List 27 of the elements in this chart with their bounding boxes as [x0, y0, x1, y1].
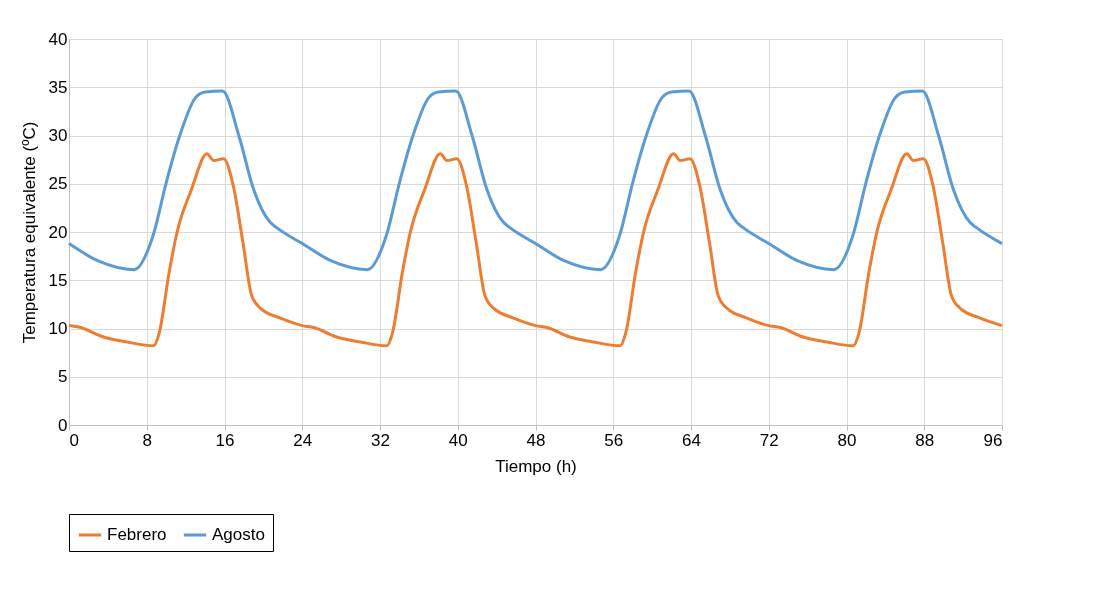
x-tick-label: 16	[215, 430, 235, 450]
line-series	[67, 152, 1004, 348]
x-tick-label: 40	[448, 430, 468, 450]
y-tick-label: 20	[48, 222, 68, 242]
x-tick-label: 96	[983, 430, 1003, 450]
y-tick-label: 0	[58, 415, 68, 435]
x-tick-label: 88	[915, 430, 935, 450]
x-tick-label: 32	[371, 430, 390, 450]
y-tick-label: 40	[48, 29, 68, 49]
x-axis-title: Tiempo (h)	[495, 456, 577, 476]
x-tick-label: 48	[526, 430, 546, 450]
x-tick-label: 8	[142, 430, 152, 450]
x-tick-label: 56	[604, 430, 624, 450]
x-tick-label: 24	[293, 430, 313, 450]
x-tick-label: 80	[837, 430, 857, 450]
x-tick-label: 72	[759, 430, 779, 450]
y-tick-label: 25	[48, 174, 68, 194]
y-tick-label: 10	[48, 319, 68, 338]
y-tick-label: 15	[48, 270, 68, 290]
y-axis-title: Temperatura equivalente (ºC)	[19, 121, 39, 344]
legend-label: Agosto	[212, 525, 265, 544]
y-tick-label: 30	[48, 126, 68, 145]
line-series	[67, 89, 1004, 272]
legend-label: Febrero	[107, 525, 167, 544]
y-tick-label: 5	[58, 367, 68, 387]
y-tick-label: 35	[48, 77, 68, 97]
x-tick-label: 64	[682, 430, 701, 450]
